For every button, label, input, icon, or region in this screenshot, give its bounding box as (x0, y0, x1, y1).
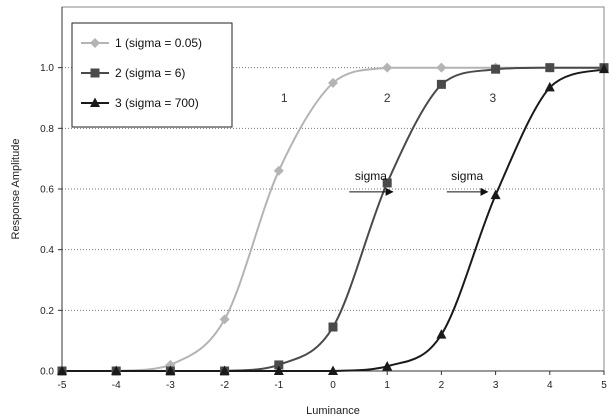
series-3-point (436, 329, 447, 339)
x-tick-label: 5 (601, 380, 607, 391)
annotations: sigma sigma (349, 169, 489, 196)
series-1-point (328, 77, 338, 88)
y-axis-title: Response Amplitude (10, 139, 22, 240)
x-tick-label: -1 (274, 380, 283, 391)
series-3-point (165, 365, 176, 375)
series-2-point (274, 360, 284, 370)
series-2-point (436, 79, 446, 89)
series-1-point (382, 62, 393, 73)
series-2-point (491, 64, 501, 74)
y-tick-label: 0.0 (40, 367, 54, 378)
series-3-point (273, 365, 284, 375)
curve-label-1: 1 (281, 91, 288, 105)
curve-labels: 1 2 3 (281, 91, 497, 105)
legend-marker-1 (90, 38, 100, 48)
legend-marker-3 (90, 97, 100, 107)
series-markers (57, 62, 609, 376)
series-2-point (545, 63, 555, 73)
x-tick-label: 4 (547, 380, 553, 391)
series-curves (61, 66, 605, 372)
series-3-point (111, 365, 122, 375)
series-3-point (328, 365, 338, 375)
y-tick-label: 0.8 (40, 124, 54, 135)
y-tick-label: 0.6 (40, 185, 54, 196)
series-3-point (544, 81, 555, 92)
series-3-point (219, 365, 230, 375)
legend-label-3: 3 (sigma = 700) (115, 96, 199, 110)
y-tick-labels: 0.0 0.2 0.4 0.6 0.8 1.0 (40, 63, 62, 378)
x-tick-label: 1 (384, 380, 390, 391)
x-tick-label: -3 (166, 380, 175, 391)
x-axis-title: Luminance (306, 405, 360, 417)
sigma-annotation: sigma (355, 169, 387, 183)
series-1-line (61, 66, 604, 372)
x-tick-label: -2 (220, 380, 229, 391)
legend-label-2: 2 (sigma = 6) (115, 66, 185, 80)
curve-label-3: 3 (490, 91, 497, 105)
sigma-annotation: sigma (451, 169, 483, 183)
x-tick-label: 0 (330, 380, 336, 391)
y-tick-label: 0.2 (40, 306, 54, 317)
series-1-point (273, 165, 284, 176)
series-3-point (57, 365, 67, 375)
series-1-point (436, 62, 447, 73)
x-tick-label: -4 (112, 380, 121, 391)
y-tick-label: 1.0 (40, 63, 54, 74)
series-2-point (328, 322, 338, 332)
legend-label-1: 1 (sigma = 0.05) (115, 36, 202, 50)
curve-label-2: 2 (384, 91, 391, 105)
series-3-point (490, 189, 501, 200)
series-3-point (599, 63, 609, 74)
x-tick-label: -5 (58, 380, 67, 391)
x-tick-labels: -5 -4 -3 -2 -1 0 1 2 3 4 5 (58, 371, 607, 391)
y-tick-label: 0.4 (40, 245, 54, 256)
series-3-point (382, 360, 393, 371)
series-3-line (61, 68, 605, 372)
legend-marker-2 (90, 68, 100, 78)
legend: 1 (sigma = 0.05) 2 (sigma = 6) 3 (sigma = … (71, 22, 233, 128)
x-tick-label: 3 (493, 380, 499, 391)
x-tick-label: 2 (439, 380, 445, 391)
series-2-point (382, 178, 392, 188)
series-1-point (219, 314, 230, 325)
